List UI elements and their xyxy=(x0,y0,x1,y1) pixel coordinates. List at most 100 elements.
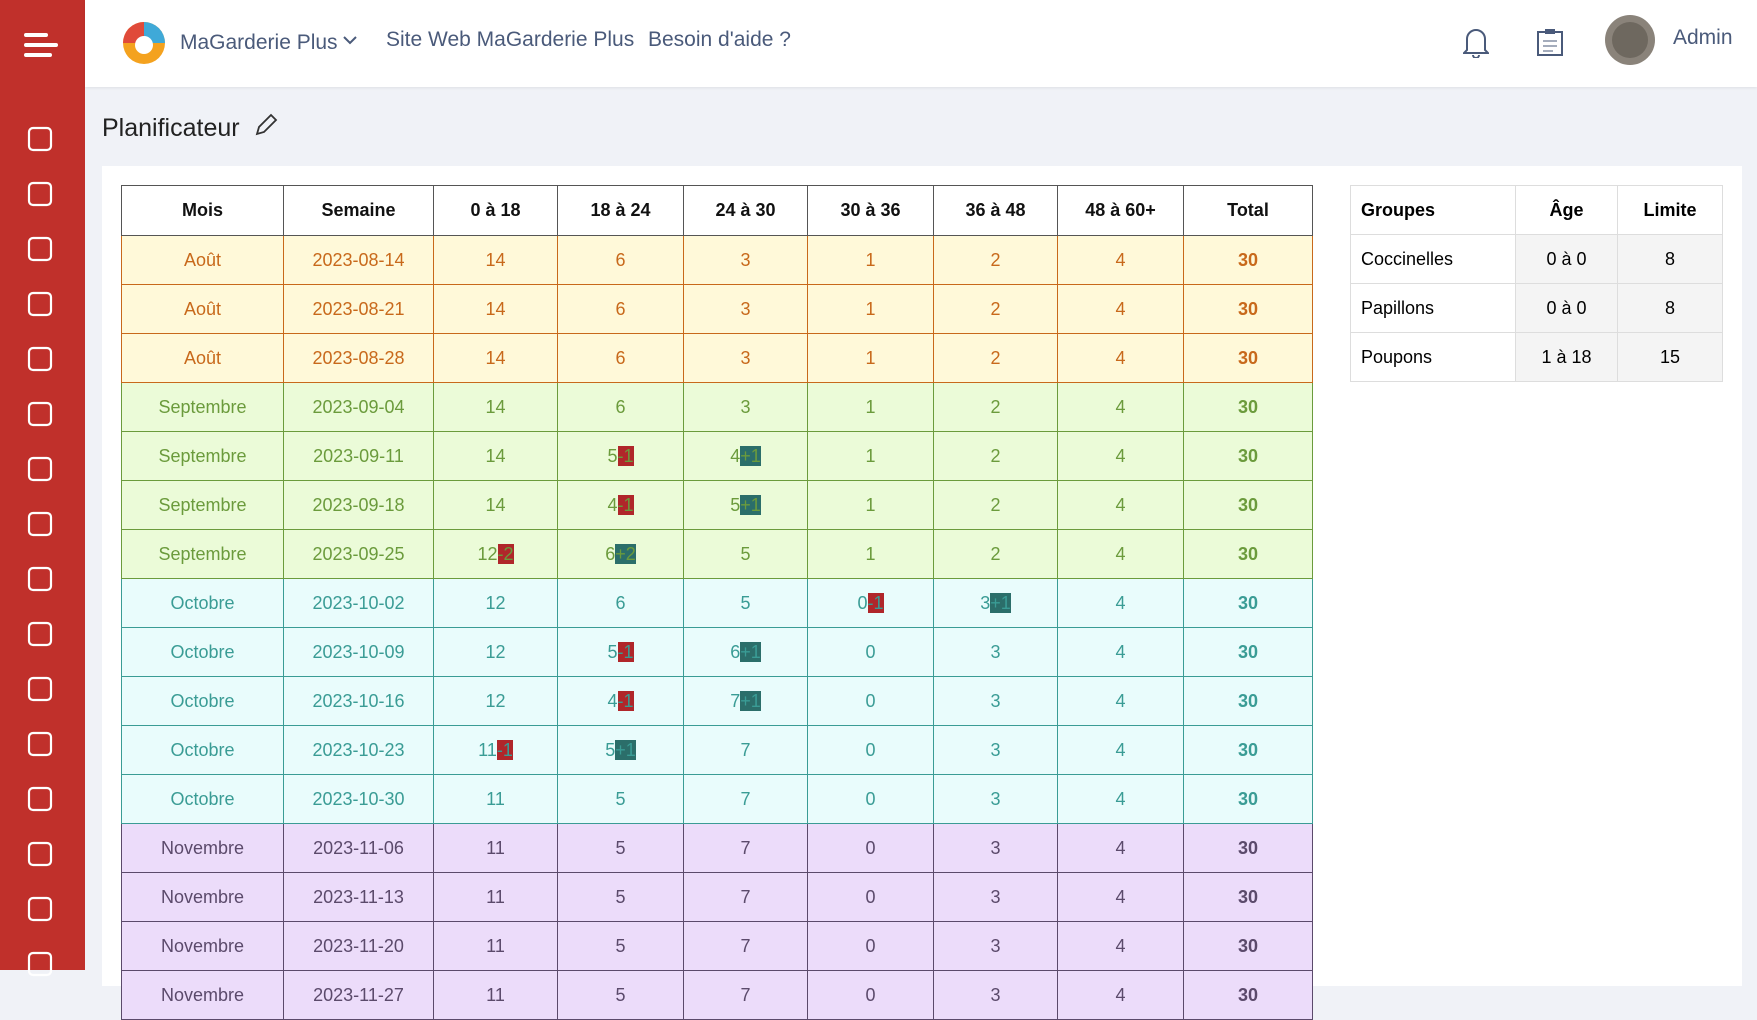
cell-text: 3 xyxy=(740,396,751,417)
nav-icon[interactable] xyxy=(24,180,58,210)
cell-text: 7 xyxy=(740,984,751,1005)
table-cell: Septembre xyxy=(121,431,284,481)
nav-icon[interactable] xyxy=(24,895,58,925)
bell-icon[interactable] xyxy=(1463,26,1489,58)
table-cell: 3 xyxy=(933,921,1058,971)
nav-icon[interactable] xyxy=(24,950,58,980)
cell-text: 3 xyxy=(740,298,751,319)
cell-text: 0 xyxy=(865,788,876,809)
table-cell: 5+1 xyxy=(683,480,808,530)
clipboard-icon[interactable] xyxy=(1535,27,1565,57)
table-cell: Novembre xyxy=(121,823,284,873)
nav-icon[interactable] xyxy=(24,840,58,870)
cell-text: 30 xyxy=(1237,543,1259,564)
logo[interactable] xyxy=(121,20,167,66)
nav-icon[interactable] xyxy=(24,730,58,760)
cell-text: 3 xyxy=(980,592,991,613)
cell-text: 4 xyxy=(1115,739,1126,760)
cell-text: 14 xyxy=(485,445,506,466)
table-cell: 7 xyxy=(683,725,808,775)
cell-text: 30 xyxy=(1237,592,1259,613)
brand[interactable]: MaGarderie Plus xyxy=(180,31,338,54)
nav-icon[interactable] xyxy=(24,345,58,375)
column-header: Âge xyxy=(1515,185,1618,235)
change-badge: +1 xyxy=(740,494,761,515)
change-badge: -1 xyxy=(617,690,634,711)
nav-icon[interactable] xyxy=(24,785,58,815)
cell-text: 11 xyxy=(486,886,505,907)
nav-icon[interactable] xyxy=(24,565,58,595)
cell-text: 3 xyxy=(990,935,1001,956)
cell-text: 0 xyxy=(865,739,876,760)
change-badge: -1 xyxy=(617,445,634,466)
change-badge: +1 xyxy=(740,445,761,466)
nav-icon[interactable] xyxy=(24,455,58,485)
cell-text: 6 xyxy=(605,543,616,564)
nav-icon[interactable] xyxy=(24,290,58,320)
table-cell: 2023-09-04 xyxy=(283,382,434,432)
table-cell: 30 xyxy=(1183,627,1313,677)
cell-text: 14 xyxy=(485,396,506,417)
cell-text: 3 xyxy=(990,739,1001,760)
table-cell: 0 xyxy=(807,823,934,873)
chevron[interactable] xyxy=(342,34,358,46)
nav-icon[interactable] xyxy=(24,675,58,705)
table-cell: 1 xyxy=(807,529,934,579)
table-cell: 3 xyxy=(683,333,808,383)
table-cell: 2 xyxy=(933,480,1058,530)
table-row: Octobre 2023-10-09 12 5-1 6+1 0 3 4 30 xyxy=(121,627,1313,677)
nav-icon[interactable] xyxy=(24,400,58,430)
table-cell: Septembre xyxy=(121,480,284,530)
nav-icon[interactable] xyxy=(24,510,58,540)
column-header: 48 à 60+ xyxy=(1057,185,1184,236)
table-cell: 1 à 18 xyxy=(1515,332,1618,382)
cell-text: 4 xyxy=(1115,837,1126,858)
avatar[interactable] xyxy=(1604,14,1656,66)
table-cell: 4 xyxy=(1057,921,1184,971)
cell-text: 3 xyxy=(740,347,751,368)
table-cell: 2 xyxy=(933,382,1058,432)
card: Mois Semaine 0 à 18 18 à 24 24 à 30 30 à 36 36… xyxy=(102,166,1742,1020)
menu-icon[interactable] xyxy=(24,30,58,60)
table-cell: 4 xyxy=(1057,284,1184,334)
table-cell: 12-2 xyxy=(433,529,558,579)
cell-text: 30 xyxy=(1237,445,1259,466)
table-cell: 5-1 xyxy=(557,431,684,481)
edit-icon[interactable] xyxy=(253,112,279,138)
table-cell: 2023-10-16 xyxy=(283,676,434,726)
table-cell: 2023-08-21 xyxy=(283,284,434,334)
cell-text: 3 xyxy=(990,984,1001,1005)
table-cell: 2023-09-18 xyxy=(283,480,434,530)
cell-text: 2023-10-09 xyxy=(312,641,405,662)
cell-text: 6 xyxy=(615,396,626,417)
table-cell: 5 xyxy=(557,774,684,824)
table-cell: 3 xyxy=(933,823,1058,873)
table-row: Septembre 2023-09-04 14 6 3 1 2 4 30 xyxy=(121,382,1313,432)
table-cell: Papillons xyxy=(1350,283,1516,333)
table-cell: 2023-08-28 xyxy=(283,333,434,383)
table-cell: 15 xyxy=(1617,332,1723,382)
nav-icon[interactable] xyxy=(24,125,58,155)
table-cell: 6+1 xyxy=(683,627,808,677)
nav-icon[interactable] xyxy=(24,620,58,650)
cell-text: 5 xyxy=(607,641,618,662)
cell-text: 4 xyxy=(1115,592,1126,613)
table-cell: 6 xyxy=(557,235,684,285)
user-name[interactable]: Admin xyxy=(1673,26,1733,49)
table-cell: 8 xyxy=(1617,283,1723,333)
cell-text: Octobre xyxy=(170,641,235,662)
table-cell: 2023-08-14 xyxy=(283,235,434,285)
table-cell: 1 xyxy=(807,431,934,481)
table-cell: 0 xyxy=(807,627,934,677)
table-cell: 30 xyxy=(1183,725,1313,775)
table-cell: 5 xyxy=(557,872,684,922)
table-cell: 30 xyxy=(1183,774,1313,824)
cell-text: 1 xyxy=(865,298,876,319)
nav-icon[interactable] xyxy=(24,235,58,265)
nav-link[interactable]: Site Web MaGarderie Plus xyxy=(386,28,635,51)
table-cell: Octobre xyxy=(121,578,284,628)
table-cell: Octobre xyxy=(121,774,284,824)
nav-link[interactable]: Besoin d'aide ? xyxy=(648,28,791,51)
cell-text: 7 xyxy=(740,788,751,809)
table-cell: 2 xyxy=(933,333,1058,383)
